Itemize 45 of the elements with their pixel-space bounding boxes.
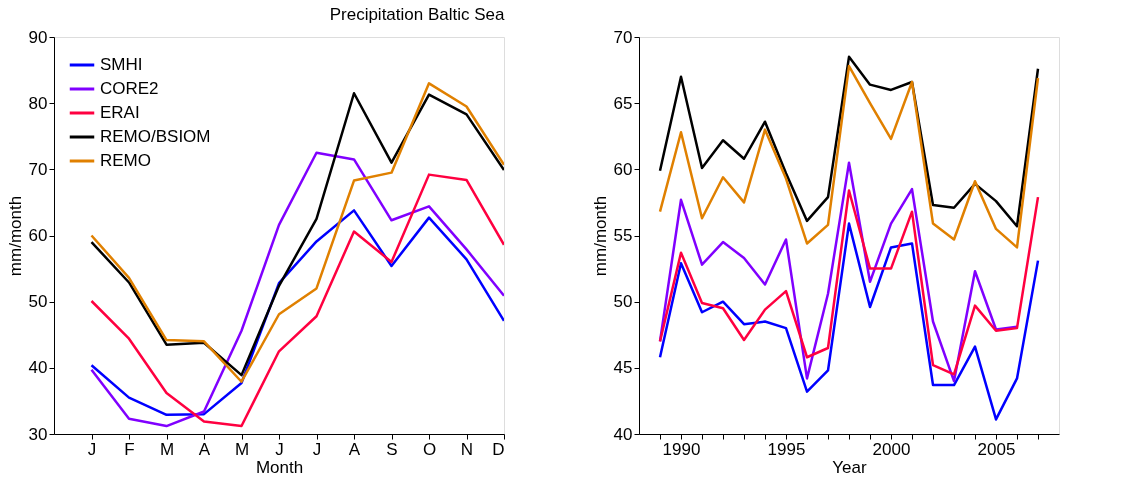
legend-label: SMHI [100, 55, 143, 74]
x-tick-label: M [159, 439, 175, 459]
y-tick-label: 30 [28, 424, 48, 444]
line-series [658, 64, 1040, 249]
y-tick-label: 65 [613, 93, 633, 113]
y-axis-title: mm/month [5, 195, 25, 277]
x-tick-label: A [348, 439, 361, 459]
x-tick-label: J [312, 439, 322, 459]
legend-label: REMO/BSIOM [100, 127, 211, 146]
x-tick-label: N [460, 439, 474, 459]
y-tick-label: 55 [613, 226, 633, 245]
y-tick-label: 40 [613, 424, 633, 444]
legend-label: ERAI [100, 103, 140, 122]
x-tick-label: 1990 [662, 439, 701, 459]
y-axis-title: mm/month [590, 195, 610, 277]
y-tick-label: 60 [28, 226, 48, 245]
line-series [658, 189, 1040, 376]
y-tick-label: 50 [28, 292, 48, 312]
x-tick-label: A [198, 439, 211, 459]
y-tick-label: 90 [28, 27, 48, 47]
x-axis-title: Year [832, 457, 868, 477]
y-tick-label: 45 [613, 358, 633, 378]
line-series [658, 161, 1019, 383]
x-tick-label: D [492, 439, 505, 459]
x-tick-label: O [422, 439, 437, 459]
y-tick-label: 50 [613, 292, 633, 312]
x-axis-title: Month [255, 457, 304, 477]
y-tick-label: 40 [28, 358, 48, 378]
x-tick-label: S [386, 439, 398, 459]
x-tick-label: 2005 [977, 439, 1016, 459]
x-tick-label: F [124, 439, 135, 459]
y-tick-label: 70 [613, 27, 633, 47]
x-tick-label: M [234, 439, 250, 459]
line-series [658, 55, 1040, 228]
y-tick-label: 80 [28, 93, 48, 113]
chart-title: Precipitation Baltic Sea [329, 5, 506, 24]
x-tick-label: J [87, 439, 97, 459]
x-tick-label: 2000 [872, 439, 911, 459]
x-tick-label: 1995 [767, 439, 806, 459]
x-tick-label: J [275, 439, 284, 459]
y-tick-label: 70 [28, 159, 48, 179]
legend-label: CORE2 [100, 79, 159, 98]
line-series [658, 222, 1040, 421]
y-tick-label: 60 [613, 159, 633, 179]
legend-label: REMO [100, 151, 151, 170]
